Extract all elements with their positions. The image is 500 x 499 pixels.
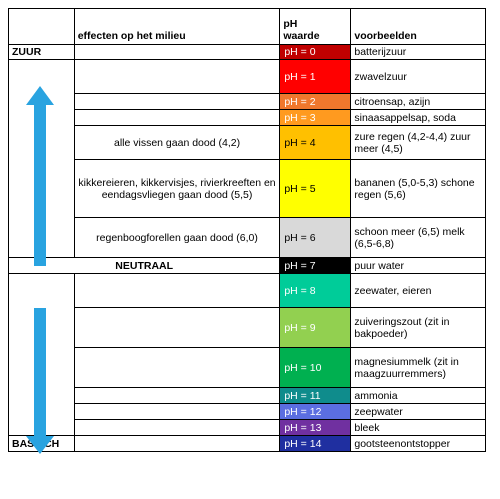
example-cell: zure regen (4,2-4,4) zuur meer (4,5) <box>350 125 486 160</box>
ph-cell: pH = 12 <box>279 403 352 420</box>
ph-table-wrapper: effecten op het milieu pH waarde voorbee… <box>7 8 486 452</box>
example-cell: citroensap, azijn <box>350 93 486 110</box>
ph-cell: pH = 11 <box>279 387 352 404</box>
example-cell: zeewater, eieren <box>350 273 486 308</box>
example-cell: magnesiummelk (zit in maagzuurremmers) <box>350 347 486 388</box>
ph-cell: pH = 13 <box>279 419 352 436</box>
zone-neutral-label: NEUTRAAL <box>7 257 281 274</box>
arrow-column-cell <box>8 387 75 404</box>
row-ph-11: pH = 11 ammonia <box>8 387 486 404</box>
effect-cell <box>73 347 281 388</box>
ph-cell: pH = 3 <box>279 109 352 126</box>
ph-cell: pH = 4 <box>279 125 352 160</box>
row-ph-2: pH = 2 citroensap, azijn <box>8 93 486 110</box>
row-ph-0: ZUUR pH = 0 batterijzuur <box>8 44 486 60</box>
row-ph-12: pH = 12 zeepwater <box>8 403 486 420</box>
row-ph-9: pH = 9 zuiveringszout (zit in bakpoeder) <box>8 307 486 348</box>
arrow-column-cell <box>8 347 75 388</box>
effect-cell <box>73 419 281 436</box>
arrow-column-cell <box>8 217 75 258</box>
header-row: effecten op het milieu pH waarde voorbee… <box>8 8 486 45</box>
arrow-column-cell <box>8 125 75 160</box>
ph-cell: pH = 2 <box>279 93 352 110</box>
header-ph-line1: pH <box>283 18 298 30</box>
row-ph-14: BASISCH pH = 14 gootsteenontstopper <box>8 435 486 452</box>
zone-base-label: BASISCH <box>8 435 75 452</box>
row-ph-4: alle vissen gaan dood (4,2) pH = 4 zure … <box>8 125 486 160</box>
ph-cell: pH = 9 <box>279 307 352 348</box>
effect-cell: regenboogforellen gaan dood (6,0) <box>73 217 281 258</box>
arrow-column-cell <box>8 307 75 348</box>
effect-cell <box>73 44 281 60</box>
row-ph-13: pH = 13 bleek <box>8 419 486 436</box>
example-cell: sinaasappelsap, soda <box>350 109 486 126</box>
example-cell: zuiveringszout (zit in bakpoeder) <box>350 307 486 348</box>
example-cell: ammonia <box>350 387 486 404</box>
ph-cell: pH = 10 <box>279 347 352 388</box>
row-ph-8: pH = 8 zeewater, eieren <box>8 273 486 308</box>
ph-cell: pH = 1 <box>279 59 352 94</box>
effect-cell <box>73 435 281 452</box>
ph-cell: pH = 5 <box>279 159 352 218</box>
effect-cell <box>73 93 281 110</box>
arrow-column-cell <box>8 109 75 126</box>
header-ph-line2: waarde <box>283 30 320 42</box>
ph-table: effecten op het milieu pH waarde voorbee… <box>7 8 486 452</box>
ph-cell: pH = 8 <box>279 273 352 308</box>
example-cell: zwavelzuur <box>350 59 486 94</box>
effect-cell <box>73 387 281 404</box>
effect-cell: alle vissen gaan dood (4,2) <box>73 125 281 160</box>
example-cell: puur water <box>350 257 486 274</box>
row-ph-5: kikkereieren, kikkervisjes, rivierkreeft… <box>8 159 486 218</box>
header-examples: voorbeelden <box>350 8 486 45</box>
arrow-column-cell <box>8 159 75 218</box>
effect-cell <box>73 403 281 420</box>
effect-cell <box>73 307 281 348</box>
row-ph-3: pH = 3 sinaasappelsap, soda <box>8 109 486 126</box>
arrow-column-cell <box>8 59 75 94</box>
zone-acid-label: ZUUR <box>8 44 75 60</box>
header-empty <box>8 8 75 45</box>
arrow-column-cell <box>8 273 75 308</box>
arrow-column-cell <box>8 419 75 436</box>
header-effects: effecten op het milieu <box>73 8 281 45</box>
example-cell: bleek <box>350 419 486 436</box>
effect-cell <box>73 59 281 94</box>
row-ph-1: pH = 1 zwavelzuur <box>8 59 486 94</box>
ph-cell: pH = 14 <box>279 435 352 452</box>
row-ph-6: regenboogforellen gaan dood (6,0) pH = 6… <box>8 217 486 258</box>
example-cell: batterijzuur <box>350 44 486 60</box>
header-ph: pH waarde <box>279 8 352 45</box>
example-cell: schoon meer (6,5) melk (6,5-6,8) <box>350 217 486 258</box>
effect-cell <box>73 273 281 308</box>
effect-cell: kikkereieren, kikkervisjes, rivierkreeft… <box>73 159 281 218</box>
arrow-column-cell <box>8 403 75 420</box>
row-ph-7: NEUTRAAL pH = 7 puur water <box>7 257 486 274</box>
example-cell: zeepwater <box>350 403 486 420</box>
row-ph-10: pH = 10 magnesiummelk (zit in maagzuurre… <box>8 347 486 388</box>
arrow-column-cell <box>8 93 75 110</box>
example-cell: gootsteenontstopper <box>350 435 486 452</box>
ph-cell: pH = 7 <box>279 257 352 274</box>
ph-cell: pH = 0 <box>279 44 352 60</box>
example-cell: bananen (5,0-5,3) schone regen (5,6) <box>350 159 486 218</box>
effect-cell <box>73 109 281 126</box>
ph-cell: pH = 6 <box>279 217 352 258</box>
